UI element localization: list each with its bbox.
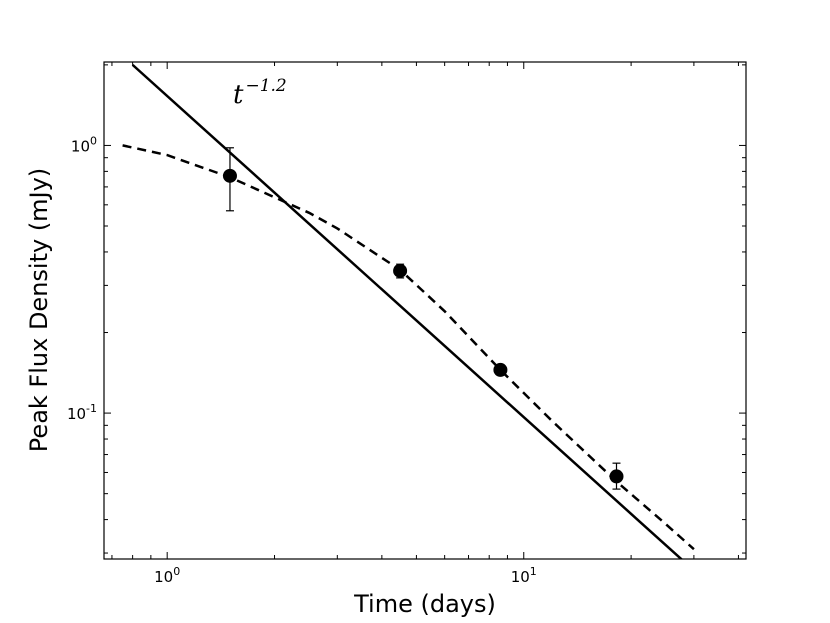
y-tick-label-base: 10 — [71, 137, 90, 155]
x-axis-label: Time (days) — [353, 590, 496, 618]
data-point — [222, 168, 237, 183]
y-axis-label: Peak Flux Density (mJy) — [25, 168, 53, 452]
data-point — [609, 469, 624, 484]
annotation-exponent: −1.2 — [245, 76, 286, 96]
x-tick-label-base: 10 — [154, 568, 173, 586]
y-tick-label-exponent: 0 — [90, 134, 97, 147]
tick-marks — [104, 62, 746, 559]
y-tick-label-exponent: -1 — [86, 402, 97, 415]
annotation-base: t — [233, 80, 244, 110]
x-tick-label: 101 — [511, 565, 537, 586]
series-layer — [122, 63, 695, 559]
data-point — [393, 263, 408, 278]
x-tick-label-exponent: 1 — [530, 565, 537, 578]
x-tick-label-exponent: 0 — [173, 565, 180, 578]
x-tick-label: 100 — [154, 565, 180, 586]
x-tick-label-base: 10 — [511, 568, 530, 586]
power-law-fit-line — [131, 63, 684, 559]
y-tick-label: 10-1 — [67, 402, 97, 423]
y-tick-label-base: 10 — [67, 405, 86, 423]
power-law-annotation: t −1.2 — [233, 76, 287, 110]
y-tick-label: 100 — [71, 134, 97, 155]
plot-frame — [103, 61, 747, 560]
data-point — [493, 362, 508, 377]
model-curve-dashed — [122, 144, 695, 551]
